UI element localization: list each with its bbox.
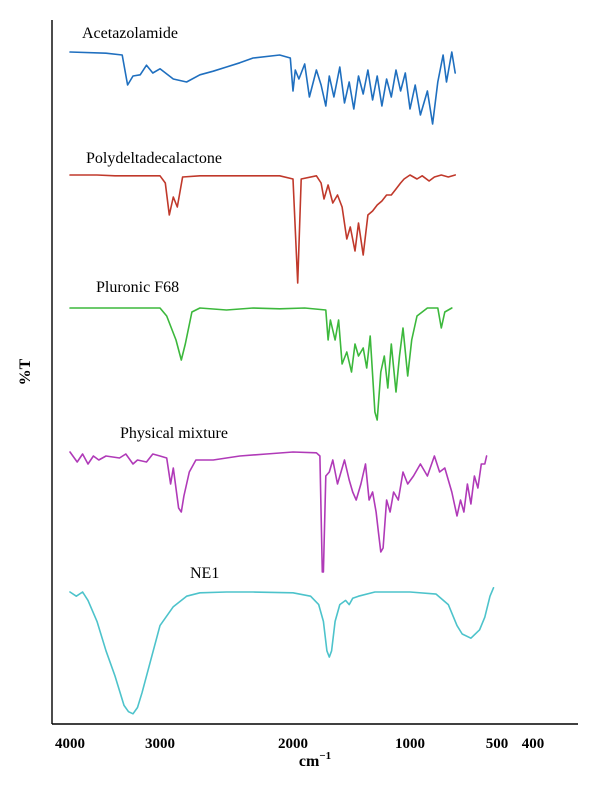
x-tick-labels: 4000 3000 2000 1000 500 400 [55, 736, 544, 752]
series-label: Acetazolamide [82, 25, 178, 42]
series-trace-acetazolamide [69, 51, 456, 125]
y-axis-title: %T [17, 358, 34, 385]
series-trace-ne1 [69, 587, 495, 715]
series-trace-polydeltadecalactone [69, 174, 456, 284]
x-tick-label: 500 [486, 736, 509, 752]
series-label: Physical mixture [120, 425, 228, 442]
x-axis-title-exponent: −1 [319, 750, 331, 762]
series-trace-pluronic-f68 [69, 307, 453, 421]
x-axis-title-unit: cm [299, 753, 320, 770]
x-tick-label: 4000 [55, 736, 85, 752]
x-tick-label: 1000 [395, 736, 425, 752]
x-axis-title: cm−1 [299, 750, 331, 770]
series-label: Pluronic F68 [96, 279, 179, 296]
x-tick-label: 400 [522, 736, 545, 752]
series-label: Polydeltadecalactone [86, 150, 222, 167]
series-traces [69, 51, 495, 715]
series-trace-physical-mixture [69, 451, 488, 573]
x-tick-label: 3000 [145, 736, 175, 752]
series-labels: Acetazolamide Polydeltadecalactone Pluroni… [82, 25, 228, 582]
x-tick-label: 2000 [278, 736, 308, 752]
series-label: NE1 [190, 565, 219, 582]
